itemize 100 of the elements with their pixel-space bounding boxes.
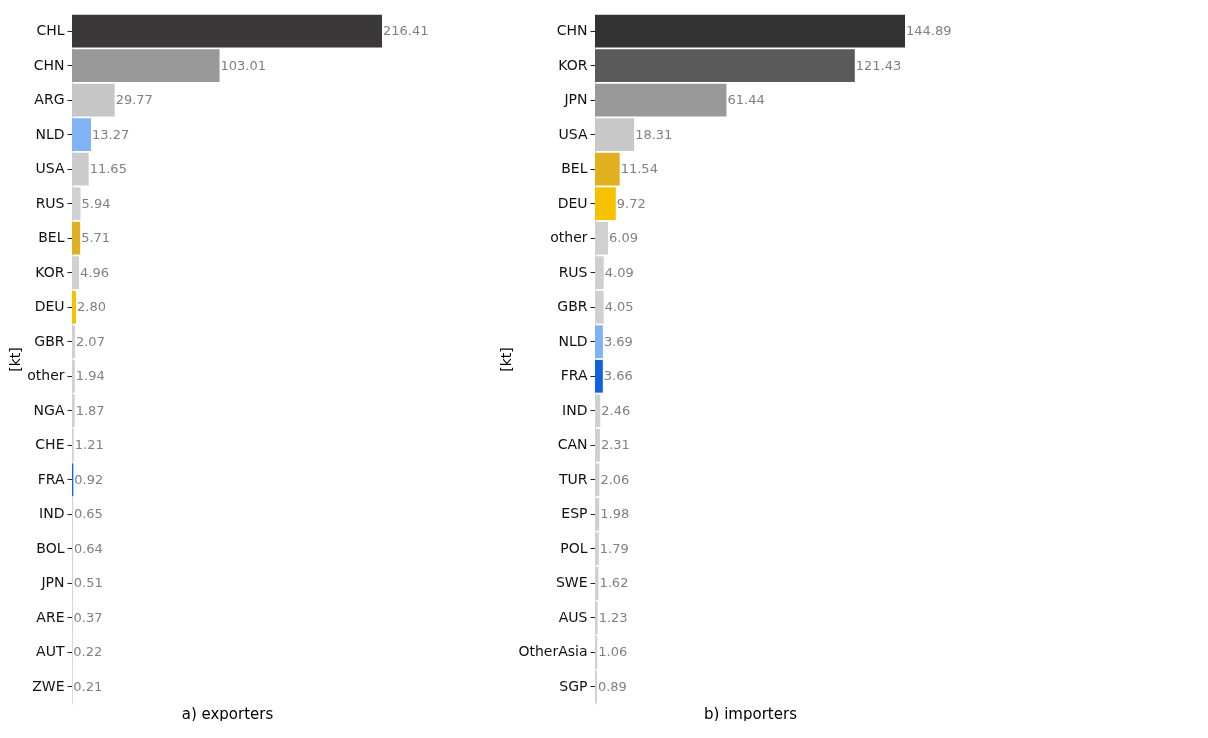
y-tick-label: CHN [556,22,588,39]
x-axis-title: b) importers [704,704,798,723]
y-tick-label: AUS [558,608,588,625]
data-label: 29.77 [115,92,153,108]
data-label: 4.09 [604,264,634,280]
data-label: 1.21 [74,437,104,453]
bar [595,49,855,82]
data-label: 11.65 [89,161,127,177]
y-tick-label: TUR [557,470,588,487]
data-label: 11.54 [620,161,658,177]
data-label: 2.07 [75,333,105,349]
bar [595,325,603,359]
data-label: 5.71 [81,230,111,246]
bar [72,325,75,359]
y-tick-label: GBR [34,332,65,349]
data-label: 0.64 [73,540,103,556]
y-tick-label: DEU [557,194,588,211]
bar [595,118,635,152]
y-tick-label: BOL [36,539,65,556]
y-tick-label: NGA [33,401,65,418]
data-label: 4.96 [80,264,110,280]
bar [595,290,604,324]
bar [595,14,905,48]
bar [72,221,81,255]
data-label: 144.89 [906,23,952,39]
bar [72,256,80,290]
y-tick-label: USA [558,125,588,142]
bar [72,118,92,152]
y-tick-label: GBR [557,298,588,315]
data-label: 1.94 [75,368,105,384]
bar [595,394,601,428]
y-tick-label: FRA [37,470,65,487]
data-label: 13.27 [92,126,130,142]
data-label: 121.43 [855,57,902,73]
data-label: 2.46 [601,402,631,418]
data-label: 0.51 [73,575,103,591]
y-tick-label: DEU [34,298,65,315]
y-tick-label: BEL [38,229,65,246]
data-label: 1.06 [598,644,628,660]
bar [72,14,382,48]
bar [72,83,115,117]
data-label: 2.31 [600,437,630,453]
y-tick-label: IND [562,401,588,418]
bar [595,187,616,221]
data-label: 1.62 [599,575,629,591]
bar [595,359,603,393]
data-label: 0.21 [73,678,103,694]
bar [595,152,620,186]
y-tick-label: KOR [558,56,588,73]
data-label: 5.94 [81,195,111,211]
data-label: 61.44 [727,92,765,108]
y-tick-label: CHL [36,22,65,39]
y-axis-title: [kt] [7,347,24,372]
y-tick-label: FRA [560,367,588,384]
y-tick-label: CHN [33,56,65,73]
y-tick-label: CAN [557,436,588,453]
data-label: 0.65 [73,506,103,522]
y-tick-label: ARE [36,608,65,625]
data-label: 216.41 [383,23,429,39]
y-axis-title: [kt] [498,347,515,372]
y-tick-label: KOR [35,263,65,280]
y-tick-label: CHE [35,436,65,453]
data-label: 18.31 [635,126,673,142]
x-axis-title: a) exporters [181,704,274,723]
bar [72,49,220,82]
data-label: 1.98 [600,506,630,522]
y-tick-label: other [550,229,588,246]
y-tick-label: AUT [36,643,65,660]
y-tick-label: OtherAsia [518,643,588,660]
y-tick-label: JPN [40,574,65,591]
y-tick-label: POL [560,539,588,556]
y-tick-label: BEL [561,160,588,177]
data-label: 0.37 [73,609,103,625]
data-label: 0.22 [73,644,103,660]
data-label: 4.05 [604,299,634,315]
data-label: 9.72 [616,195,646,211]
y-tick-label: RUS [35,194,65,211]
data-label: 1.87 [75,402,105,418]
bar [72,290,77,324]
y-tick-label: USA [35,160,65,177]
y-tick-label: NLD [35,125,65,142]
data-label: 6.09 [609,230,638,246]
data-label: 3.69 [603,333,633,349]
data-label: 3.66 [603,368,633,384]
bar [595,83,727,117]
data-label: 0.92 [74,471,104,487]
data-label: 1.79 [599,540,629,556]
y-tick-label: NLD [558,332,588,349]
y-tick-label: SWE [555,574,588,591]
y-tick-label: ARG [34,91,65,108]
y-tick-label: other [27,367,65,384]
y-tick-label: JPN [563,91,588,108]
data-label: 2.06 [600,471,630,487]
data-label: 2.80 [77,299,106,315]
data-label: 0.89 [597,678,627,694]
y-tick-label: ESP [561,505,588,522]
y-tick-label: IND [39,505,65,522]
data-label: 103.01 [220,57,267,73]
y-tick-label: ZWE [32,677,65,694]
y-tick-label: SGP [559,677,588,694]
